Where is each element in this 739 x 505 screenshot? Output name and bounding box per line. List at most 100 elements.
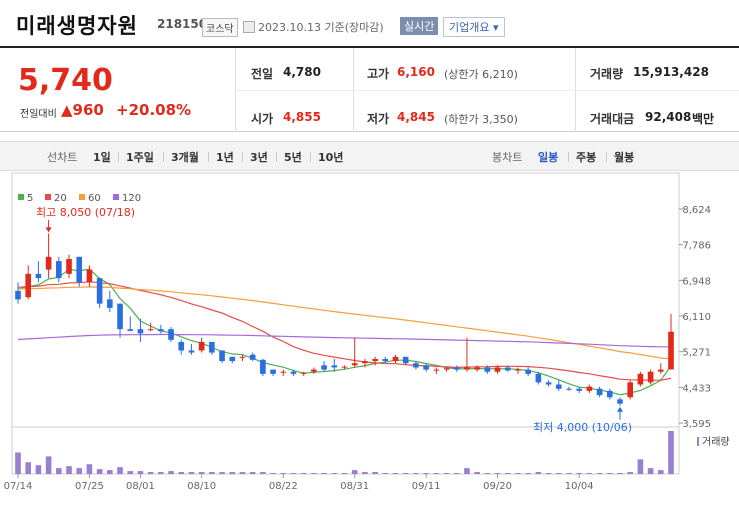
stock-name: 미래생명자원 [16, 14, 138, 38]
candle-body [321, 365, 327, 370]
date-text: 2023.10.13 기준(장마감) [258, 21, 384, 34]
candle-body [392, 356, 399, 362]
period-1y[interactable]: 1년 [216, 151, 234, 164]
change-label: 전일대비 [20, 109, 57, 120]
candle-body [637, 373, 644, 385]
open-value: 4,855 [283, 110, 321, 124]
amount-label: 거래대금 [590, 112, 635, 126]
chevron-down-icon: ▾ [492, 21, 499, 34]
volume-bar [168, 471, 174, 474]
volume-bar [147, 472, 154, 474]
candlestick-chart[interactable]: 5 20 60 120 8,624 7,786 6,948 6,110 5,271 4,433 3,… [0, 171, 739, 501]
period-10y[interactable]: 10년 [318, 151, 344, 164]
volume-bar [545, 473, 552, 474]
realtime-button[interactable]: 실시간 [400, 17, 439, 35]
candle-body [566, 388, 572, 390]
candle-body [35, 273, 42, 279]
volume-bar [158, 472, 164, 474]
legend-label: 20 [54, 193, 67, 204]
volume-bar [382, 473, 389, 474]
upper-limit: (상한가 6,210) [444, 68, 518, 81]
volume-bar [260, 472, 266, 474]
company-info-button[interactable]: 기업개요 ▾ [443, 17, 505, 37]
candle-body [311, 369, 317, 372]
y-tick-label: 7,786 [682, 241, 711, 252]
y-tick-label: 3,595 [682, 419, 711, 430]
volume-bar [535, 472, 542, 474]
candle-body [280, 371, 287, 373]
volume-bar [464, 468, 470, 474]
volume-bar [372, 472, 378, 474]
volume-bar [474, 472, 480, 474]
x-tick-label: 08/01 [126, 481, 155, 492]
volume-bar [566, 473, 572, 474]
volume-bar [637, 459, 644, 474]
candle-body [45, 256, 52, 270]
prev-close-label: 전일 [251, 67, 274, 81]
volume-value: 15,913,428 [633, 65, 709, 79]
x-tick-label: 09/20 [483, 481, 512, 492]
line-chart-label: 선차트 [47, 151, 78, 164]
change-value: ▲960 [61, 101, 104, 119]
period-3m[interactable]: 3개월 [171, 151, 199, 164]
volume-bar [35, 465, 42, 474]
candle-body [362, 361, 368, 364]
candle-body [525, 369, 531, 374]
candle-body [443, 368, 450, 370]
candle-body [56, 261, 62, 279]
period-1w[interactable]: 1주일 [126, 151, 154, 164]
y-tick-label: 4,433 [682, 383, 711, 394]
divider [118, 152, 119, 162]
volume-bar [107, 470, 113, 474]
volume-bar [596, 473, 603, 474]
volume-bar [525, 473, 531, 474]
candle-body [107, 299, 113, 308]
volume-bar [127, 471, 134, 474]
divider [208, 152, 209, 162]
volume-bar [606, 473, 613, 474]
candle-body [382, 358, 389, 362]
period-3y[interactable]: 3년 [250, 151, 268, 164]
volume-bar [484, 473, 491, 474]
candle-body [402, 356, 409, 364]
volume-bar [586, 473, 593, 474]
candle-chart-label: 봉차트 [492, 151, 523, 164]
change-percent: +20.08% [116, 101, 192, 119]
volume-bar [280, 473, 287, 474]
period-selector: 선차트 1일 1주일 3개월 1년 3년 5년 10년 봉차트 일봉 주봉 월봉 [0, 141, 739, 171]
divider [242, 152, 243, 162]
candle-body [657, 369, 664, 372]
volume-bar [96, 469, 103, 474]
candle-body [341, 366, 348, 368]
volume-bar [198, 472, 205, 474]
volume-bar [66, 466, 72, 474]
volume-bar [668, 431, 674, 474]
candle-body [433, 369, 440, 371]
y-tick-label: 6,110 [682, 312, 711, 323]
low-label: 저가 [367, 112, 390, 126]
candle-body [484, 367, 491, 372]
volume-bar [617, 473, 623, 474]
volume-bar [239, 472, 246, 474]
candle-body [178, 341, 185, 351]
candle-body [464, 367, 470, 370]
candle-weekly[interactable]: 주봉 [576, 151, 597, 164]
candle-monthly[interactable]: 월봉 [614, 151, 635, 164]
stock-header: 미래생명자원 218150 코스닥 2023.10.13 기준(장마감) 실시간… [0, 0, 739, 46]
period-1d[interactable]: 1일 [93, 151, 111, 164]
volume-bar [178, 472, 185, 474]
candle-body [494, 367, 501, 372]
volume-bar [504, 473, 511, 474]
volume-bar [249, 472, 256, 474]
candle-body [647, 371, 654, 383]
candle-body [504, 367, 511, 371]
candle-daily[interactable]: 일봉 [538, 151, 559, 164]
candle-body [474, 367, 480, 370]
y-tick-label: 5,271 [682, 348, 711, 359]
candle-body [453, 367, 460, 370]
volume-bar [270, 473, 276, 474]
period-5y[interactable]: 5년 [284, 151, 302, 164]
low-annotation: 최저 4,000 (10/06) [533, 421, 632, 434]
candle-body [209, 341, 215, 353]
high-value: 6,160 [397, 65, 435, 79]
